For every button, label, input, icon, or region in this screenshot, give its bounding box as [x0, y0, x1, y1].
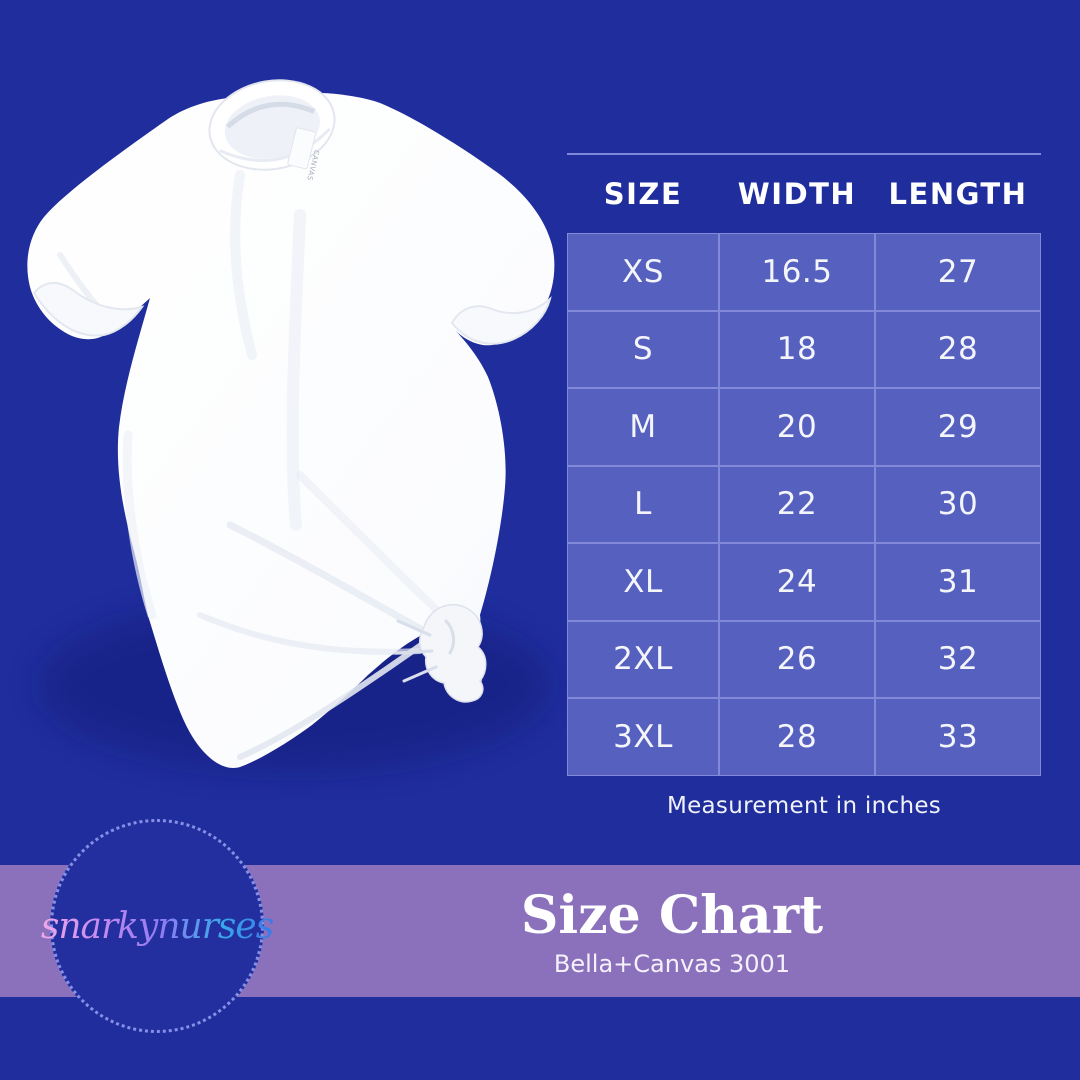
footer-text-block: Size Chart Bella+Canvas 3001: [520, 885, 824, 978]
size-table-body: XS 16.5 27 S 18 28 M 20 29 L 22 30 XL 24 31 2XL 26 32 3XL 2…: [567, 233, 1041, 776]
length-cell: 30: [875, 465, 1041, 543]
brand-logo-circle: snarkynurses: [41, 819, 274, 1033]
size-cell: XS: [567, 233, 719, 311]
table-row: L 22 30: [567, 465, 1041, 543]
length-cell: 29: [875, 388, 1041, 466]
chart-title: Size Chart: [520, 885, 824, 946]
size-cell: 3XL: [567, 698, 719, 776]
size-cell: XL: [567, 543, 719, 621]
width-cell: 18: [719, 310, 875, 388]
table-row: XS 16.5 27: [567, 233, 1041, 311]
width-cell: 24: [719, 543, 875, 621]
brand-name: snarkynurses: [40, 905, 274, 947]
size-cell: M: [567, 388, 719, 466]
measurement-note: Measurement in inches: [666, 793, 942, 819]
length-cell: 27: [875, 233, 1041, 311]
size-cell: L: [567, 465, 719, 543]
table-row: M 20 29: [567, 388, 1041, 466]
length-cell: 28: [875, 310, 1041, 388]
product-name: Bella+Canvas 3001: [553, 949, 791, 978]
table-row: XL 24 31: [567, 543, 1041, 621]
tshirt-photo: CANVAS: [27, 79, 555, 770]
size-cell: 2XL: [567, 620, 719, 698]
width-cell: 26: [719, 620, 875, 698]
size-table: SIZE WIDTH LENGTH XS 16.5 27 S 18 28 M 20 29 L 22 3…: [567, 153, 1041, 776]
column-header-size: SIZE: [603, 177, 683, 211]
size-table-header: SIZE WIDTH LENGTH: [567, 153, 1041, 233]
width-cell: 28: [719, 698, 875, 776]
column-header-length: LENGTH: [888, 177, 1028, 211]
length-cell: 32: [875, 620, 1041, 698]
width-cell: 22: [719, 465, 875, 543]
table-row: S 18 28: [567, 310, 1041, 388]
column-header-width: WIDTH: [737, 177, 857, 211]
length-cell: 31: [875, 543, 1041, 621]
length-cell: 33: [875, 698, 1041, 776]
size-cell: S: [567, 310, 719, 388]
sleeve-cuffs: [32, 282, 552, 345]
width-cell: 20: [719, 388, 875, 466]
table-row: 3XL 28 33: [567, 698, 1041, 776]
table-row: 2XL 26 32: [567, 620, 1041, 698]
shirt-knot: [394, 604, 487, 703]
width-cell: 16.5: [719, 233, 875, 311]
